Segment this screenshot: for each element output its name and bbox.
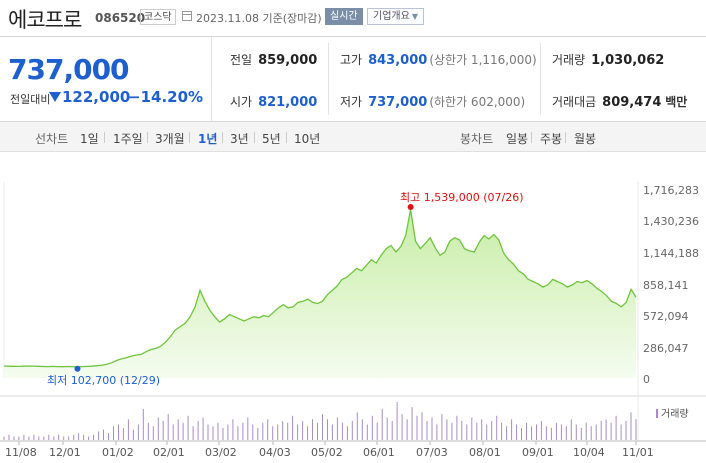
x-tick-label: 05/02 (311, 446, 343, 459)
stat-prev-close: 전일 859,000 (230, 51, 317, 68)
volume-legend: 거래량 (656, 405, 689, 420)
stat-unit: 백만 (665, 95, 688, 109)
stat-label: 전일 (230, 53, 253, 67)
as-of-date: 2023.11.08 기준(장마감) (196, 12, 322, 25)
tab-5y[interactable]: 5년 (262, 132, 281, 146)
stock-code: 086520 (95, 11, 146, 25)
company-overview-button[interactable]: 기업개요 ▼ (367, 8, 424, 25)
stat-sub: (상한가 1,116,000) (429, 53, 537, 67)
divider (104, 132, 105, 143)
low-marker (74, 365, 81, 372)
stat-sub: (하한가 602,000) (429, 95, 526, 109)
y-tick-label: 1,430,236 (643, 215, 699, 228)
realtime-button[interactable]: 실시간 (325, 8, 363, 25)
stat-value: 843,000 (368, 53, 428, 68)
high-marker (407, 204, 414, 210)
stat-label: 저가 (340, 95, 363, 109)
divider (147, 132, 148, 143)
x-tick-label: 08/01 (469, 446, 501, 459)
stock-header: 에코프로 086520 코스닥 2023.11.08 기준(장마감) 실시간 기… (0, 0, 706, 36)
tab-1w[interactable]: 1주일 (113, 132, 143, 146)
stat-label: 거래량 (552, 53, 586, 67)
company-overview-label: 기업개요 (373, 11, 410, 22)
chevron-down-icon: ▼ (411, 12, 418, 21)
x-tick-label: 11/01 (622, 446, 654, 459)
y-tick-label: 572,094 (643, 310, 689, 323)
low-annotation: 최저 102,700 (12/29) (47, 374, 161, 387)
stat-low: 저가 737,000 (하한가 602,000) (340, 93, 525, 110)
candle-chart-label: 봉차트 (460, 132, 494, 146)
stat-label: 시가 (230, 95, 253, 109)
chart-canvas (0, 182, 706, 445)
divider (565, 132, 566, 143)
stat-amount: 거래대금 809,474 백만 (552, 93, 693, 110)
calendar-icon (182, 11, 192, 21)
tab-weekly[interactable]: 주봉 (540, 132, 563, 146)
tab-10y[interactable]: 10년 (294, 132, 321, 146)
y-tick-label: 858,141 (643, 279, 689, 292)
y-tick-label: 1,144,188 (643, 247, 699, 260)
stat-label: 고가 (340, 53, 363, 67)
x-tick-label: 10/04 (573, 446, 605, 459)
stat-value: 737,000 (368, 95, 428, 110)
y-tick-label: 1,716,283 (643, 184, 699, 197)
divider (254, 132, 255, 143)
stat-value: 809,474 (602, 95, 662, 110)
down-triangle-icon (49, 92, 61, 102)
stat-high: 고가 843,000 (상한가 1,116,000) (340, 51, 537, 68)
change-percent: −14.20% (128, 88, 204, 106)
x-tick-label: 09/01 (522, 446, 554, 459)
tab-1d[interactable]: 1일 (80, 132, 99, 146)
price-chart[interactable]: 1,716,283 1,430,236 1,144,188 858,141 57… (0, 152, 706, 463)
market-badge: 코스닥 (140, 9, 176, 25)
tab-3m[interactable]: 3개월 (155, 132, 185, 146)
high-annotation: 최고 1,539,000 (07/26) (400, 191, 524, 204)
tab-3y[interactable]: 3년 (230, 132, 249, 146)
stock-name: 에코프로 (8, 8, 82, 32)
x-tick-label: 02/01 (153, 446, 185, 459)
stat-value: 821,000 (258, 95, 318, 110)
divider (222, 132, 223, 143)
x-tick-label: 12/01 (49, 446, 81, 459)
price-line (3, 209, 637, 368)
tab-1y[interactable]: 1년 (198, 132, 218, 146)
x-tick-label: 01/02 (102, 446, 134, 459)
divider (189, 132, 190, 143)
period-bar: 선차트 1일 1주일 3개월 1년 3년 5년 10년 봉차트 일봉 주봉 월봉 (0, 122, 706, 152)
price-area (4, 209, 636, 378)
stat-value: 859,000 (258, 53, 318, 68)
main-price-box: 737,000 전일대비 122,000 −14.20% (0, 37, 212, 121)
stat-value: 1,030,062 (591, 53, 665, 68)
x-tick-label: 06/01 (363, 446, 395, 459)
x-tick-label: 04/03 (259, 446, 291, 459)
change-label: 전일대비 (10, 93, 51, 106)
x-tick-label: 11/08 (5, 446, 37, 459)
y-tick-label: 0 (643, 373, 650, 386)
current-price: 737,000 (8, 53, 130, 86)
tab-monthly[interactable]: 월봉 (574, 132, 597, 146)
x-tick-label: 03/02 (205, 446, 237, 459)
y-tick-label: 286,047 (643, 342, 689, 355)
line-chart-label: 선차트 (35, 132, 69, 146)
change-amount: 122,000 (62, 88, 131, 106)
divider (540, 43, 541, 115)
x-tick-label: 07/03 (416, 446, 448, 459)
tab-daily[interactable]: 일봉 (506, 132, 529, 146)
stat-open: 시가 821,000 (230, 93, 317, 110)
divider (328, 43, 329, 115)
stat-volume: 거래량 1,030,062 (552, 51, 664, 68)
divider (286, 132, 287, 143)
divider (531, 132, 532, 143)
stat-label: 거래대금 (552, 95, 597, 109)
price-panel: 737,000 전일대비 122,000 −14.20% 전일 859,000 시… (0, 36, 706, 122)
